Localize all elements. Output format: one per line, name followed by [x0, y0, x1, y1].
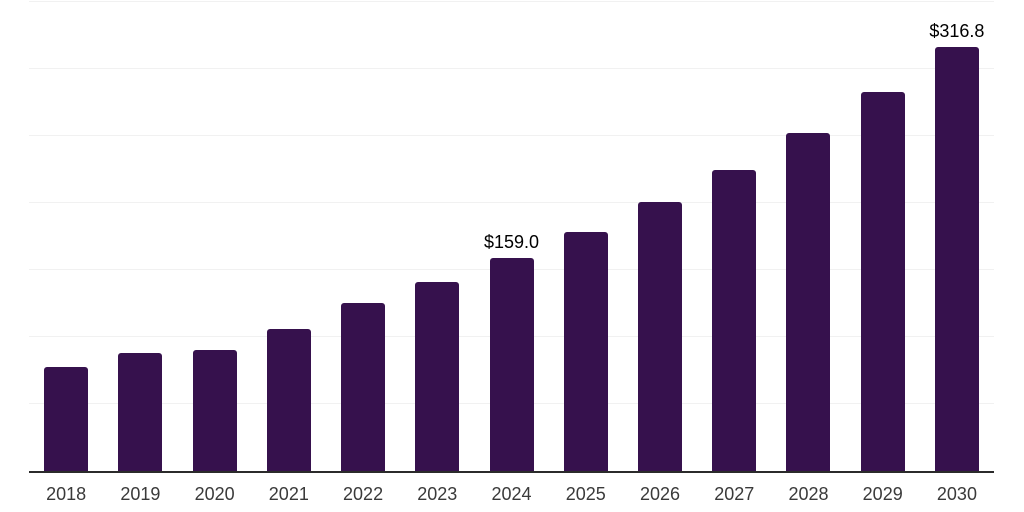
x-axis-label-2020: 2020 [194, 484, 235, 504]
x-axis-label-2024: 2024 [491, 484, 532, 504]
x-axis-label-2027: 2027 [714, 484, 755, 504]
bar-2021 [266, 328, 311, 471]
x-axis-line [29, 471, 994, 473]
bar-slot-2023 [400, 2, 474, 471]
bars-container: $159.0 $316.8 [29, 2, 994, 471]
x-axis-label-2018: 2018 [46, 484, 87, 504]
bar-slot-2030: $316.8 [920, 2, 994, 471]
plot-area: $159.0 $316.8 [29, 1, 994, 471]
bar-slot-2022 [326, 2, 400, 471]
bar-2029 [860, 92, 905, 471]
gridline-250 [29, 135, 994, 136]
x-axis-label-2030: 2030 [936, 484, 977, 504]
x-axis-label-2023: 2023 [417, 484, 458, 504]
bar-2028 [786, 133, 831, 471]
bar-2019 [118, 353, 163, 471]
bar-2022 [341, 302, 386, 471]
x-axis-label-2025: 2025 [565, 484, 606, 504]
bar-2027 [712, 169, 757, 471]
bar-2020 [192, 350, 237, 471]
bar-slot-2025 [549, 2, 623, 471]
bar-2018 [44, 367, 89, 471]
bar-2030 [934, 46, 979, 471]
bar-2026 [637, 202, 682, 471]
bar-slot-2020 [177, 2, 251, 471]
x-axis-label-2022: 2022 [343, 484, 384, 504]
bar-slot-2019 [103, 2, 177, 471]
bar-slot-2026 [623, 2, 697, 471]
x-axis-labels: 2018 2019 2020 2021 2022 2023 2024 2025 2026 2027… [29, 484, 994, 504]
gridline-300 [29, 68, 994, 69]
data-label-2024: $159.0 [483, 231, 540, 252]
bar-2025 [563, 232, 608, 471]
x-axis-label-2021: 2021 [268, 484, 309, 504]
bar-slot-2028 [771, 2, 845, 471]
x-axis-label-2029: 2029 [862, 484, 903, 504]
x-axis-label-2019: 2019 [120, 484, 161, 504]
bar-2024 [489, 257, 534, 471]
bar-slot-2024: $159.0 [474, 2, 548, 471]
x-axis-label-2028: 2028 [788, 484, 829, 504]
bar-slot-2018 [29, 2, 103, 471]
bar-slot-2027 [697, 2, 771, 471]
bar-2023 [415, 281, 460, 471]
data-label-2030: $316.8 [929, 20, 985, 41]
x-axis-label-2026: 2026 [639, 484, 681, 504]
bar-slot-2029 [846, 2, 920, 471]
bar-slot-2021 [252, 2, 326, 471]
gridline-200 [29, 202, 994, 203]
gridline-350 [29, 1, 994, 2]
